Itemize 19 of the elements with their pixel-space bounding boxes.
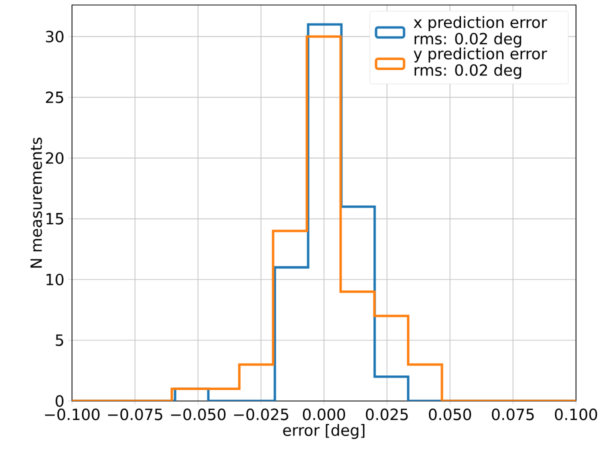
y-tick-label: 0 bbox=[56, 395, 64, 407]
x-tick-label: 0.100 bbox=[554, 408, 598, 420]
y-tick-label: 10 bbox=[46, 274, 64, 286]
x-tick-label: 0.000 bbox=[302, 408, 346, 420]
y-tick-label: 25 bbox=[46, 91, 64, 104]
x-tick-label: −0.025 bbox=[234, 408, 288, 420]
y-tick-label: 5 bbox=[56, 334, 64, 346]
x-tick-label: −0.075 bbox=[108, 408, 162, 420]
y-tick-label: 30 bbox=[46, 30, 64, 42]
x-tick-label: 0.050 bbox=[428, 408, 472, 420]
x-axis-title: error [deg] bbox=[283, 424, 364, 439]
y-tick-label: 15 bbox=[46, 213, 64, 225]
legend-label: y prediction error rms: 0.02 deg bbox=[414, 48, 548, 79]
x-tick-label: −0.100 bbox=[45, 408, 100, 420]
x-tick-label: 0.075 bbox=[492, 408, 534, 420]
x-tick-label: 0.025 bbox=[366, 408, 408, 420]
x-tick-label: −0.050 bbox=[171, 408, 226, 420]
y-axis-title: N measurements bbox=[30, 138, 42, 268]
y-tick-label: 20 bbox=[46, 152, 64, 164]
